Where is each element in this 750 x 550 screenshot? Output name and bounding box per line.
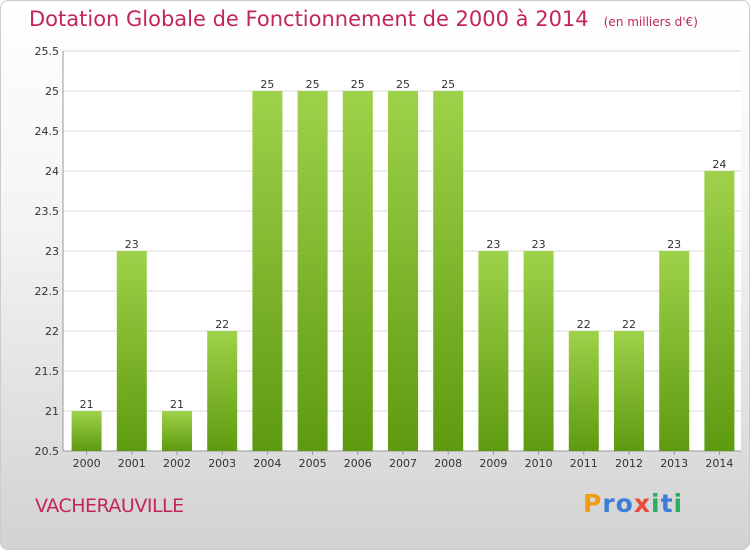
y-tick-label: 25	[45, 85, 59, 98]
y-tick-label: 25.5	[35, 45, 60, 58]
logo-letter: o	[615, 489, 634, 518]
x-tick-label-2008: 2008	[434, 457, 462, 470]
value-label-2008: 25	[441, 78, 455, 91]
logo-letter: i	[673, 489, 684, 518]
bar-2001	[116, 251, 147, 451]
value-label-2011: 22	[577, 318, 591, 331]
bar-2004	[252, 91, 283, 451]
logo-letter: r	[602, 489, 616, 518]
bar-2002	[162, 411, 192, 451]
bar-2011	[568, 331, 599, 451]
value-label-2010: 23	[532, 238, 546, 251]
value-label-2000: 21	[80, 398, 94, 411]
chart-unit-note: (en milliers d'€)	[603, 15, 698, 29]
value-label-2006: 25	[351, 78, 365, 91]
logo-letter: i	[651, 489, 661, 518]
chart-title-text: Dotation Globale de Fonctionnement de 20…	[29, 7, 589, 31]
bar-2014	[704, 171, 735, 451]
x-tick-label-2002: 2002	[163, 457, 191, 470]
x-tick-label-2010: 2010	[525, 457, 553, 470]
x-tick-label-2003: 2003	[208, 457, 236, 470]
y-tick-label: 23	[45, 245, 59, 258]
proxiti-logo: Proxiti	[583, 489, 683, 518]
y-tick-label: 23.5	[35, 205, 60, 218]
y-tick-label: 24.5	[35, 125, 60, 138]
y-tick-label: 22.5	[35, 285, 60, 298]
x-tick-label-2004: 2004	[253, 457, 281, 470]
x-tick-label-2007: 2007	[389, 457, 417, 470]
value-label-2012: 22	[622, 318, 636, 331]
bar-2005	[297, 91, 328, 451]
bar-2007	[388, 91, 418, 451]
value-label-2007: 25	[396, 78, 410, 91]
y-tick-label: 24	[45, 165, 59, 178]
x-tick-label-2011: 2011	[570, 457, 598, 470]
value-label-2013: 23	[667, 238, 681, 251]
x-tick-label-2013: 2013	[660, 457, 688, 470]
logo-letter: x	[633, 489, 651, 518]
chart-title: Dotation Globale de Fonctionnement de 20…	[29, 7, 698, 31]
value-label-2001: 23	[125, 238, 139, 251]
municipality-name: VACHERAUVILLE	[35, 495, 184, 517]
value-label-2003: 22	[215, 318, 229, 331]
x-tick-label-2012: 2012	[615, 457, 643, 470]
bar-2010	[523, 251, 554, 451]
bar-2000	[71, 411, 102, 451]
x-tick-label-2001: 2001	[118, 457, 146, 470]
y-tick-label: 20.5	[35, 445, 60, 458]
y-tick-label: 21	[45, 405, 59, 418]
bar-2003	[207, 331, 238, 451]
bar-2009	[478, 251, 509, 451]
value-label-2005: 25	[306, 78, 320, 91]
x-tick-label-2005: 2005	[299, 457, 327, 470]
x-tick-label-2009: 2009	[479, 457, 507, 470]
bar-2013	[659, 251, 690, 451]
logo-letter: P	[583, 489, 603, 518]
x-tick-label-2006: 2006	[344, 457, 372, 470]
y-tick-label: 22	[45, 325, 59, 338]
value-label-2002: 21	[170, 398, 184, 411]
value-label-2014: 24	[712, 158, 726, 171]
value-label-2004: 25	[260, 78, 274, 91]
bar-2008	[433, 91, 464, 451]
value-label-2009: 23	[486, 238, 500, 251]
bar-2012	[614, 331, 644, 451]
y-tick-label: 21.5	[35, 365, 60, 378]
bar-2006	[342, 91, 373, 451]
x-tick-label-2000: 2000	[73, 457, 101, 470]
logo-letter: t	[660, 489, 674, 518]
x-tick-label-2014: 2014	[705, 457, 733, 470]
